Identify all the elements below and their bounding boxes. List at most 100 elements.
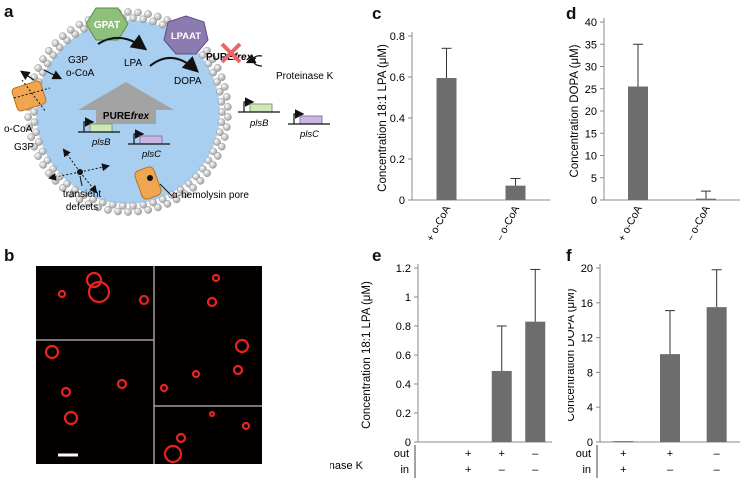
plsB-inside: plsB — [91, 137, 111, 148]
y-tick-label: 0.6 — [396, 350, 411, 362]
lipid-bead — [30, 73, 39, 82]
bar — [525, 321, 546, 442]
row-out-cell: + — [465, 448, 471, 460]
y-axis-label: Concentration DOPA (μM) — [569, 44, 581, 177]
lipid-bead — [34, 64, 42, 72]
lipid-bead — [209, 68, 218, 77]
y-tick-label: 12 — [581, 333, 593, 345]
svg-text:PUREfrex: PUREfrex — [103, 111, 150, 122]
ocoa-outside: o-CoA — [4, 124, 33, 135]
lipid-bead — [213, 138, 221, 146]
membrane-channel — [11, 79, 51, 113]
lipid-bead — [108, 200, 117, 209]
lipid-bead — [134, 8, 142, 17]
chart-f: 0 4 8 12 16 20 Concentration DOPA (μM) out in + + +… — [568, 263, 740, 478]
row-label-in: in — [400, 464, 409, 476]
y-tick-label: 0.8 — [396, 321, 411, 333]
y-tick-label: 0 — [405, 437, 411, 449]
lipid-bead — [59, 32, 67, 40]
lipid-bead — [45, 169, 53, 178]
y-tick-label: 16 — [581, 298, 593, 310]
proteinase-label: Proteinase K — [276, 71, 334, 82]
panel-label-f: f — [566, 246, 572, 265]
lipid-bead — [99, 198, 107, 207]
lipid-bead — [129, 14, 137, 22]
lipid-bead — [220, 83, 229, 91]
lipid-bead — [196, 177, 205, 185]
purefrex-arrow: PUREfrex — [78, 82, 174, 124]
x-tick-label: – o-CoA — [684, 204, 713, 240]
lipid-bead — [139, 200, 148, 209]
y-tick-label: 30 — [585, 62, 597, 74]
y-axis-label: Concentration 18:1 LPA (μM) — [361, 281, 373, 429]
g3p-outside: G3P — [14, 142, 34, 153]
bar — [613, 441, 634, 442]
lipid-bead — [209, 161, 217, 169]
lpa-label: LPA — [124, 58, 142, 69]
x-tick-label: – o-CoA — [493, 204, 522, 240]
lipid-bead — [39, 55, 47, 63]
lipid-bead — [129, 202, 137, 210]
vesicle-schematic: GPAT LPAAT G3P o-CoA LPA DOPA PUREfrex p… — [4, 7, 334, 216]
lipid-bead — [94, 203, 102, 212]
defects-label: defects — [66, 202, 98, 213]
lipid-bead — [51, 39, 60, 47]
lipid-bead — [154, 203, 162, 212]
lipid-bead — [75, 195, 84, 204]
lipid-bead — [59, 184, 67, 192]
lipid-bead — [223, 123, 231, 131]
lipid-bead — [38, 147, 47, 156]
hemolysin-pore — [134, 166, 173, 200]
lipid-bead — [181, 190, 189, 198]
plsC-inside: plsC — [141, 149, 161, 160]
purefrex-label: PURE — [103, 111, 131, 122]
panel-label-b: b — [4, 246, 15, 265]
lipid-bead — [30, 108, 38, 116]
y-tick-label: 8 — [587, 367, 593, 379]
lipid-bead — [139, 15, 148, 24]
row-out-cell: + — [667, 448, 673, 460]
lipid-bead — [213, 64, 222, 72]
row-in-cell: + — [465, 464, 471, 476]
y-tick-label: 20 — [585, 106, 597, 118]
vesicle-fluorescence — [44, 271, 251, 464]
lipid-bead — [67, 190, 75, 198]
lipid-bead — [51, 177, 60, 185]
gpat-reaction-arrow — [97, 34, 148, 51]
row-label-in: in — [582, 464, 591, 476]
gene-plsC-inside: plsC — [128, 129, 170, 160]
purefrex-label-italic: frex — [131, 111, 150, 122]
row-in-cell: – — [667, 464, 674, 476]
lipid-bead — [154, 12, 162, 21]
panel-label-d: d — [566, 4, 577, 23]
x-tick-label: + o-CoA — [424, 204, 453, 240]
lipid-bead — [35, 138, 43, 146]
gpat-enzyme: GPAT — [85, 7, 129, 41]
bar — [491, 370, 512, 442]
lipid-bead — [217, 142, 226, 151]
lipid-bead — [124, 208, 132, 216]
gene-plsB-outside: plsB — [238, 97, 280, 129]
y-tick-label: 40 — [585, 18, 597, 29]
y-axis-label: Concentration DOPA (μM) — [568, 288, 577, 421]
y-tick-label: 5 — [591, 173, 597, 185]
lipid-bead — [75, 20, 84, 29]
y-tick-label: 1 — [405, 292, 411, 304]
row-in-cell: – — [532, 464, 539, 476]
lipid-bead — [144, 10, 152, 18]
y-tick-label: 0 — [587, 437, 593, 449]
lipid-bead — [221, 133, 229, 141]
dopa-label: DOPA — [174, 76, 202, 87]
lipid-bead — [158, 20, 167, 29]
purefrex-outside-italic: frex — [234, 52, 253, 63]
lipid-bead — [24, 113, 32, 121]
plsB-outside: plsB — [249, 118, 269, 129]
svg-text:PUREfrex: PUREfrex — [206, 52, 253, 63]
y-tick-label: 0.8 — [390, 31, 405, 43]
lipid-bead — [189, 184, 197, 192]
y-tick-label: 4 — [587, 402, 593, 414]
y-tick-label: 0.4 — [390, 113, 405, 125]
lipid-bead — [30, 118, 39, 126]
lipid-bead — [216, 87, 224, 96]
